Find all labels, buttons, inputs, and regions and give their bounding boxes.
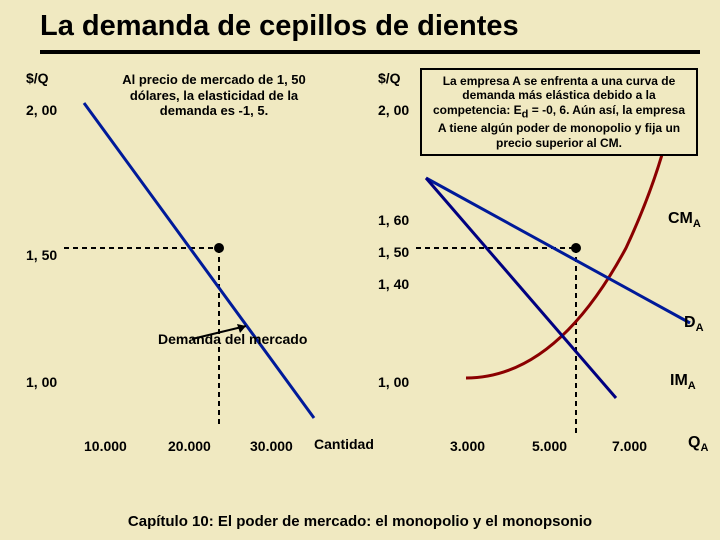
cm-label-text: CM — [668, 210, 693, 227]
right-chart: $/Q La empresa A se enfrenta a una curva… — [370, 62, 710, 482]
da-label-sub: A — [696, 322, 704, 334]
right-xtick-1: 5.000 — [532, 438, 567, 454]
title-rule — [40, 50, 700, 54]
left-ytick-0: 2, 00 — [26, 102, 57, 118]
ima-label-text: IM — [670, 372, 688, 389]
right-dot — [571, 243, 581, 253]
ima-label-sub: A — [688, 380, 696, 392]
right-y-axis-label: $/Q — [378, 70, 401, 86]
left-xtick-2: 30.000 — [250, 438, 293, 454]
right-ytick-4: 1, 00 — [378, 374, 409, 390]
right-xtick-0: 3.000 — [450, 438, 485, 454]
left-dot — [214, 243, 224, 253]
cm-label: CMA — [668, 210, 701, 230]
left-svg — [64, 78, 344, 428]
left-ytick-2: 1, 00 — [26, 374, 57, 390]
left-xtick-0: 10.000 — [84, 438, 127, 454]
da-line — [426, 178, 690, 323]
left-chart: $/Q Al precio de mercado de 1, 50 dólare… — [18, 62, 358, 482]
left-ytick-1: 1, 50 — [26, 247, 57, 263]
page-title: La demanda de cepillos de dientes — [40, 10, 700, 43]
left-y-axis-label: $/Q — [26, 70, 49, 86]
cm-label-sub: A — [693, 218, 701, 230]
da-label: DA — [684, 314, 704, 334]
right-ytick-3: 1, 40 — [378, 276, 409, 292]
footer-text: Capítulo 10: El poder de mercado: el mon… — [0, 513, 720, 530]
stage: $/Q Al precio de mercado de 1, 50 dólare… — [0, 62, 720, 540]
left-demand-line — [84, 103, 314, 418]
right-ytick-0: 2, 00 — [378, 102, 409, 118]
right-info-box: La empresa A se enfrenta a una curva de … — [420, 68, 698, 156]
ima-label: IMA — [670, 372, 696, 392]
da-label-text: D — [684, 314, 696, 331]
left-demand-label: Demanda del mercado — [158, 332, 307, 347]
left-xtick-1: 20.000 — [168, 438, 211, 454]
left-x-axis-label: Cantidad — [314, 436, 374, 452]
right-ytick-1: 1, 60 — [378, 212, 409, 228]
right-ytick-2: 1, 50 — [378, 244, 409, 260]
left-plot — [64, 78, 344, 428]
right-xtick-2: 7.000 — [612, 438, 647, 454]
right-q-sub: A — [700, 442, 708, 454]
